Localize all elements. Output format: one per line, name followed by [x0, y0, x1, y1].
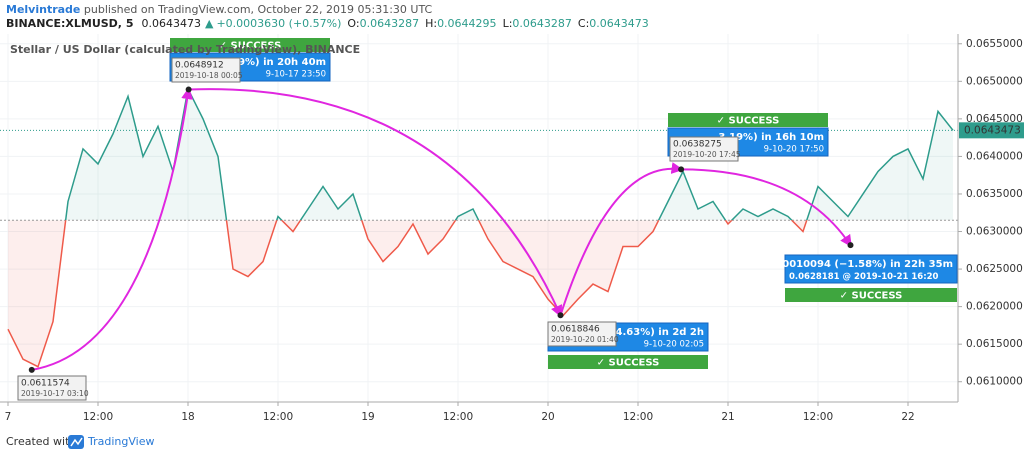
info-line: 9-10-17 23:50: [266, 70, 326, 80]
info-box: [784, 254, 958, 284]
x-tick-label: 22: [901, 411, 914, 423]
y-tick-label: 0.0655000: [966, 38, 1023, 50]
price-box: [669, 136, 739, 162]
x-tick-label: 21: [721, 411, 734, 423]
info-line: −0.0010094 (−1.58%) in 22h 35m: [763, 259, 953, 270]
ohlc-label: L:: [503, 17, 513, 30]
annotation-point: [28, 366, 35, 373]
last-price-label: 0.0643473: [964, 124, 1021, 136]
separator: @: [843, 272, 852, 282]
y-tick-label: 0.0620000: [966, 301, 1023, 313]
y-tick-label: 0.0640000: [966, 150, 1023, 162]
point-price: 0.0611574: [21, 379, 70, 389]
symbol-line: BINANCE:XLMUSD, 5 0.0643473 ▲ +0.0003630 (+…: [6, 17, 649, 30]
x-tick-label: 12:00: [803, 411, 833, 423]
status-label: ✓ SUCCESS: [597, 358, 660, 369]
annotation-point: [847, 242, 854, 249]
header-bg: [0, 0, 1024, 34]
point-price: 0.0618846: [551, 325, 600, 335]
point-time: 2019-10-20 01:40: [551, 335, 619, 344]
footer-brand[interactable]: TradingView: [87, 435, 154, 448]
y-tick-label: 0.0615000: [966, 338, 1023, 350]
header: Melvintrade published on TradingView.com…: [6, 3, 433, 16]
ohlc-label: H:: [425, 17, 437, 30]
annotation-point: [185, 86, 192, 93]
x-tick-label: 19: [361, 411, 374, 423]
author[interactable]: Melvintrade: [6, 3, 80, 16]
x-tick-label: 20: [541, 411, 554, 423]
ohlc-value: 0.0644295: [437, 17, 497, 30]
price-box: [17, 375, 87, 401]
point-time: 2019-10-21 16:20: [854, 272, 938, 282]
x-tick-label: 7: [5, 411, 12, 423]
point-price: 0.0648912: [175, 61, 224, 71]
point-time: 2019-10-20 17:45: [673, 150, 741, 159]
ohlc-value: 0.0643473: [589, 17, 649, 30]
info-line: 3.19%) in 16h 10m: [718, 132, 824, 143]
info-line: 9-10-20 02:05: [644, 340, 704, 350]
point-price: 0.0638275: [673, 140, 722, 150]
y-tick-label: 0.0635000: [966, 188, 1023, 200]
y-tick-label: 0.0630000: [966, 226, 1023, 238]
annotation-point: [678, 166, 685, 173]
last: 0.0643473: [141, 17, 201, 30]
info-line: 09%) in 20h 40m: [231, 57, 326, 68]
x-tick-label: 12:00: [83, 411, 113, 423]
area-below: [8, 220, 807, 367]
info-line: 9-10-20 17:50: [764, 145, 824, 155]
x-tick-label: 12:00: [623, 411, 653, 423]
ohlc-value: 0.0643287: [360, 17, 420, 30]
footer-created: Created with: [6, 435, 76, 448]
y-tick-label: 0.0650000: [966, 75, 1023, 87]
price-line-above: [64, 86, 954, 221]
arrow-curve: [681, 168, 852, 248]
arrow-curve: [559, 162, 684, 316]
x-tick-label: 18: [181, 411, 194, 423]
point-time: 2019-10-17 03:10: [21, 389, 89, 398]
arrow-curve: [31, 87, 194, 371]
status-banner: [785, 288, 957, 302]
chart-title: Stellar / US Dollar (calculated by Tradi…: [10, 43, 360, 56]
change: +0.0003630 (+0.57%): [216, 17, 341, 30]
ohlc-value: 0.0643287: [512, 17, 572, 30]
status-label: ✓ SUCCESS: [840, 291, 903, 302]
up-arrow: ▲: [205, 17, 214, 30]
point-price: 0.0628181: [789, 272, 840, 282]
y-tick-label: 0.0645000: [966, 113, 1023, 125]
status-label: ✓ SUCCESS: [219, 41, 282, 52]
status-banner: [668, 113, 828, 127]
x-tick-label: 12:00: [443, 411, 473, 423]
area-above: [8, 88, 953, 221]
y-tick-label: 0.0610000: [966, 376, 1023, 388]
last-price-box: [959, 122, 1024, 139]
x-tick-label: 12:00: [263, 411, 293, 423]
price-line-below: [7, 220, 808, 368]
info-line: (−4.63%) in 2d 2h: [603, 327, 704, 338]
status-label: ✓ SUCCESS: [717, 116, 780, 127]
annotation-point: [557, 312, 564, 319]
status-banner: [170, 38, 330, 52]
arrow-curve: [188, 88, 563, 318]
symbol: BINANCE:XLMUSD, 5: [6, 17, 133, 30]
price-box: [547, 321, 617, 347]
tv-logo: [68, 435, 84, 449]
ohlc-label: C:: [578, 17, 589, 30]
point-time: 2019-10-18 00:05: [175, 71, 243, 80]
y-tick-label: 0.0625000: [966, 263, 1023, 275]
ohlc-label: O:: [347, 17, 359, 30]
published: published on TradingView.com, October 22…: [84, 3, 433, 16]
price-box: [171, 57, 241, 83]
status-banner: [548, 355, 708, 369]
info-line: 0.0628181 @2019-10-21 16:20: [789, 272, 939, 282]
